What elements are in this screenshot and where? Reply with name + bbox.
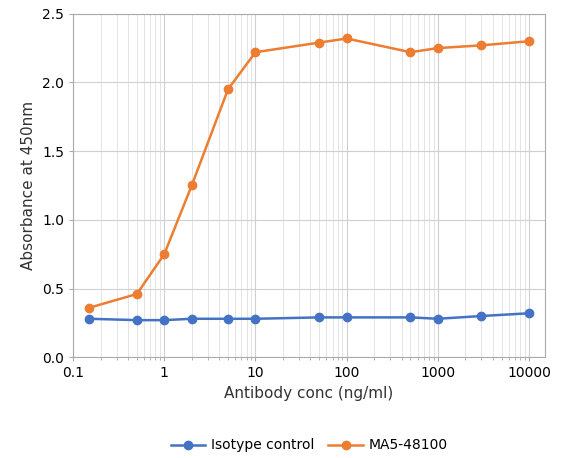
- Isotype control: [478, 313, 485, 319]
- MA5-48100: [343, 36, 350, 41]
- Isotype control: [225, 316, 232, 322]
- MA5-48100: [133, 291, 140, 297]
- MA5-48100: [188, 183, 195, 188]
- Isotype control: [188, 316, 195, 322]
- Isotype control: [252, 316, 259, 322]
- MA5-48100: [478, 43, 485, 48]
- Isotype control: [133, 317, 140, 323]
- Isotype control: [343, 315, 350, 320]
- MA5-48100: [434, 45, 441, 51]
- Line: MA5-48100: MA5-48100: [85, 34, 533, 312]
- Isotype control: [407, 315, 414, 320]
- MA5-48100: [252, 49, 259, 55]
- MA5-48100: [86, 305, 93, 311]
- Line: Isotype control: Isotype control: [85, 309, 533, 324]
- X-axis label: Antibody conc (ng/ml): Antibody conc (ng/ml): [224, 386, 394, 401]
- MA5-48100: [316, 40, 323, 45]
- Isotype control: [161, 317, 167, 323]
- Isotype control: [525, 311, 532, 316]
- MA5-48100: [225, 87, 232, 92]
- Legend: Isotype control, MA5-48100: Isotype control, MA5-48100: [165, 433, 453, 458]
- Isotype control: [316, 315, 323, 320]
- MA5-48100: [525, 38, 532, 44]
- Y-axis label: Absorbance at 450nm: Absorbance at 450nm: [21, 101, 37, 270]
- MA5-48100: [161, 251, 167, 257]
- MA5-48100: [407, 49, 414, 55]
- Isotype control: [86, 316, 93, 322]
- Isotype control: [434, 316, 441, 322]
